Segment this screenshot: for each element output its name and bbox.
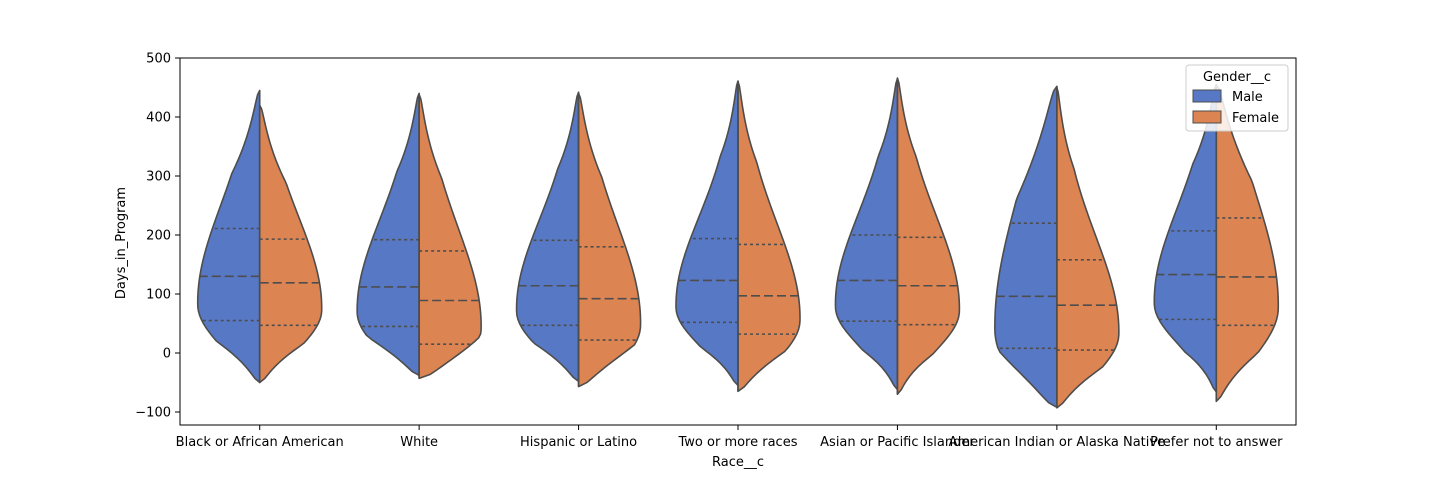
violin-female-3 [737, 80, 801, 393]
x-axis: Black or African American White Hispanic o… [176, 425, 1283, 450]
y-axis: −100 0 100 200 300 400 500 [135, 52, 180, 421]
violin-male-4 [834, 77, 899, 391]
violin-female-4 [896, 77, 961, 396]
legend-label-female: Female [1232, 111, 1279, 126]
y-tick-label-0: −100 [135, 406, 171, 421]
y-tick-label-3: 200 [146, 229, 171, 244]
legend-title: Gender__c [1203, 70, 1271, 85]
x-tick-label-6: Prefer not to answer [1150, 435, 1283, 450]
y-axis-label: Days_in_Program [114, 187, 129, 299]
x-tick-label-2: Hispanic or Latino [520, 435, 637, 450]
quartile-lines-layer [199, 78, 1277, 408]
violin-female-0 [258, 104, 323, 384]
x-tick-label-5: American Indian or Alaska Native [949, 435, 1165, 450]
legend-swatch-male [1192, 89, 1222, 103]
legend-swatch-female [1192, 110, 1222, 124]
violin-female-6 [1215, 83, 1280, 403]
violin-female-5 [1056, 86, 1120, 409]
y-tick-label-5: 400 [146, 111, 171, 126]
violin-female-1 [418, 93, 482, 380]
x-tick-label-3: Two or more races [678, 435, 798, 450]
violin-male-3 [675, 80, 739, 387]
violin-male-2 [515, 91, 580, 383]
violin-female-2 [577, 92, 642, 388]
violin-male-0 [196, 89, 261, 384]
violin-male-1 [356, 92, 420, 377]
violins-layer [196, 77, 1280, 409]
x-tick-label-4: Asian or Pacific Islander [820, 435, 975, 450]
legend: Gender__c Male Female [1185, 64, 1289, 132]
x-tick-label-0: Black or African American [176, 435, 344, 450]
y-tick-label-2: 100 [146, 288, 171, 303]
y-tick-label-1: 0 [163, 347, 171, 362]
legend-label-male: Male [1232, 90, 1263, 105]
x-tick-label-1: White [400, 435, 438, 450]
x-axis-label: Race__c [712, 455, 764, 470]
y-tick-label-4: 300 [146, 170, 171, 185]
violin-male-5 [994, 85, 1058, 409]
violin-male-6 [1153, 83, 1218, 393]
y-tick-label-6: 500 [146, 52, 171, 67]
